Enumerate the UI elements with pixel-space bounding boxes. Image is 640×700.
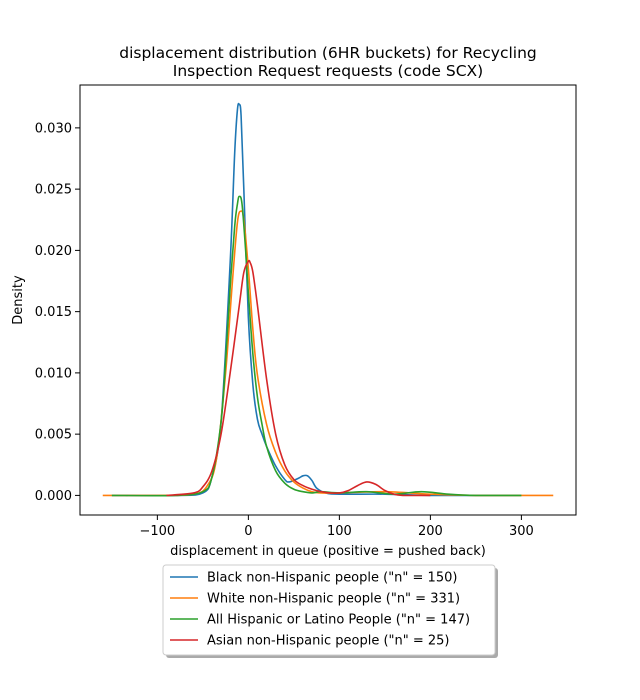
x-tick-label: 0	[244, 524, 252, 539]
x-tick-label: 100	[327, 524, 352, 539]
legend-label-0: Black non-Hispanic people ("n" = 150)	[207, 571, 457, 586]
x-tick-label: 300	[509, 524, 534, 539]
legend: Black non-Hispanic people ("n" = 150) Whi…	[162, 564, 498, 658]
y-tick-label: 0.010	[35, 366, 72, 381]
legend-label-1: White non-Hispanic people ("n" = 331)	[207, 592, 460, 607]
plot-frame	[79, 84, 577, 516]
series-line-2	[111, 195, 522, 497]
legend-label-2: All Hispanic or Latino People ("n" = 147…	[207, 613, 470, 628]
series-layer	[102, 102, 554, 497]
x-axis-ticks: −100 0 100 200 300	[139, 515, 534, 539]
y-tick-label: 0.000	[35, 489, 72, 504]
plot-area	[80, 85, 576, 515]
x-tick-label: −100	[139, 524, 175, 539]
chart-title-line-2: Inspection Request requests (code SCX)	[173, 62, 483, 80]
legend-entries: Black non-Hispanic people ("n" = 150) Whi…	[170, 571, 470, 649]
y-tick-label: 0.015	[35, 305, 72, 320]
y-tick-label: 0.025	[35, 183, 72, 198]
y-tick-label: 0.005	[35, 428, 72, 443]
y-tick-label: 0.020	[35, 244, 72, 259]
legend-box	[162, 564, 496, 656]
chart-title-line-1: displacement distribution (6HR buckets) …	[119, 44, 537, 62]
y-axis-label: Density	[11, 275, 26, 325]
series-line-3	[166, 259, 431, 497]
x-axis-label: displacement in queue (positive = pushed…	[170, 544, 486, 559]
legend-label-3: Asian non-Hispanic people ("n" = 25)	[207, 634, 450, 649]
y-tick-label: 0.030	[35, 121, 72, 136]
y-axis-ticks: 0.000 0.005 0.010 0.015 0.020 0.025 0.030	[35, 121, 80, 504]
chart-title: displacement distribution (6HR buckets) …	[119, 44, 537, 80]
x-tick-label: 200	[418, 524, 443, 539]
